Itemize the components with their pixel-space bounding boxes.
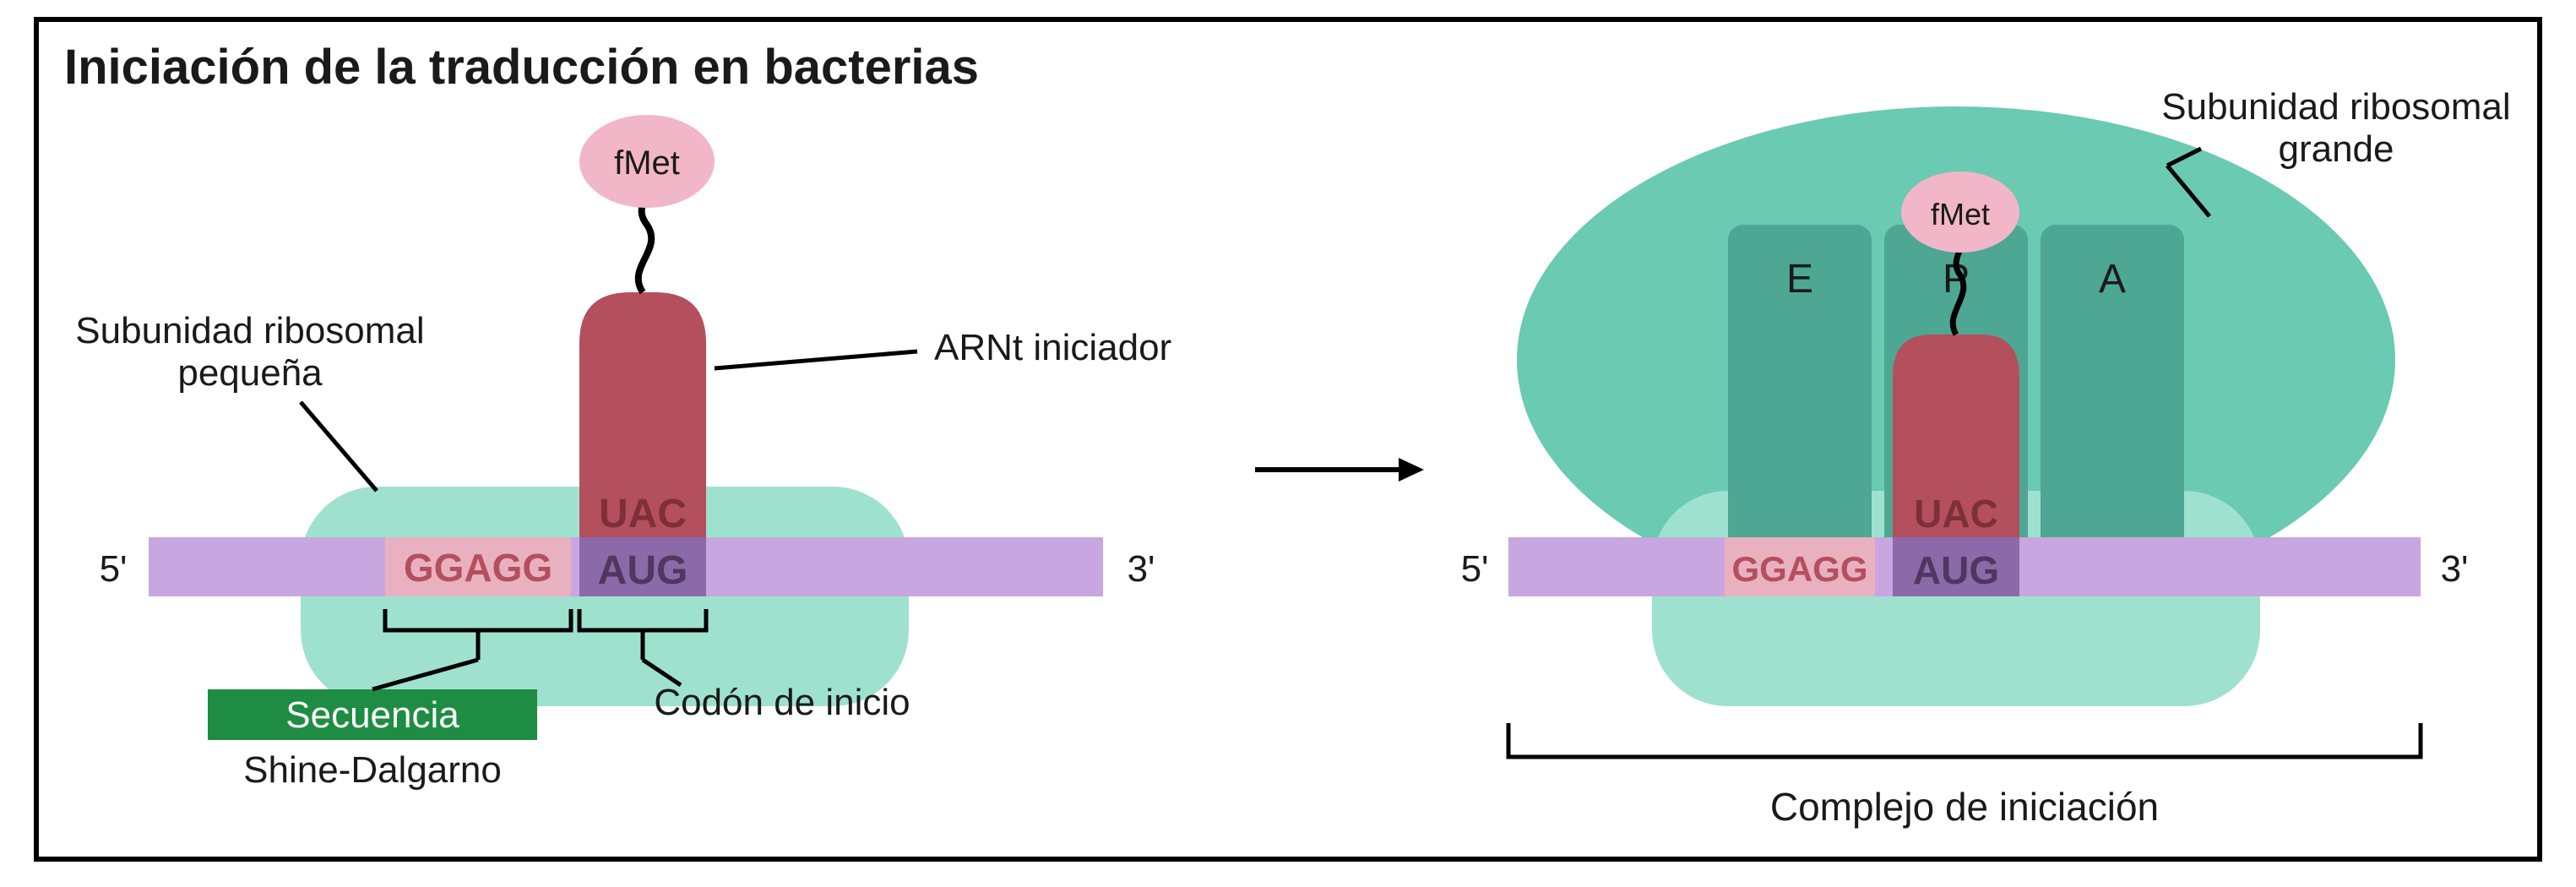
- start-codon-label: Codón de inicio: [654, 682, 910, 723]
- left-panel: fMet UAC AUG GGAGG 5' 3' Subunidad ribos…: [75, 115, 1171, 791]
- five-prime-left: 5': [100, 548, 128, 590]
- sd-label-l1: Secuencia: [285, 694, 459, 736]
- anticodon-left: UAC: [599, 492, 687, 536]
- small-subunit-leader: [301, 402, 377, 491]
- five-prime-right: 5': [1461, 548, 1489, 590]
- large-subunit-label-l1: Subunidad ribosomal: [2161, 86, 2510, 128]
- large-subunit-label-l2: grande: [2278, 128, 2394, 170]
- trna-label: ARNt iniciador: [934, 327, 1171, 368]
- ggagg-text-left: GGAGG: [404, 546, 552, 590]
- three-prime-right: 3': [2441, 548, 2469, 590]
- right-panel: E P A fMet UAC AUG GGAGG 5' 3' S: [1461, 86, 2511, 829]
- diagram-canvas: fMet UAC AUG GGAGG 5' 3' Subunidad ribos…: [39, 22, 2547, 867]
- sd-label-l2: Shine-Dalgarno: [243, 749, 502, 791]
- small-subunit-label-l2: pequeña: [177, 352, 323, 394]
- codon-left: AUG: [598, 548, 688, 593]
- site-e-label: E: [1786, 257, 1813, 302]
- complex-label: Complejo de iniciación: [1770, 785, 2159, 829]
- diagram-frame: Iniciación de la traducción en bacterias…: [34, 17, 2542, 862]
- fmet-label-left: fMet: [614, 144, 680, 182]
- trna-leader: [715, 351, 917, 368]
- site-a-label: A: [2099, 257, 2126, 302]
- codon-right: AUG: [1913, 548, 1999, 592]
- fmet-label-right: fMet: [1931, 197, 1990, 231]
- complex-bracket: [1508, 723, 2421, 757]
- three-prime-left: 3': [1128, 548, 1155, 590]
- small-subunit-label-l1: Subunidad ribosomal: [75, 310, 424, 351]
- ggagg-text-right: GGAGG: [1731, 549, 1867, 589]
- transition-arrow: [1255, 458, 1424, 482]
- anticodon-right: UAC: [1914, 492, 1998, 536]
